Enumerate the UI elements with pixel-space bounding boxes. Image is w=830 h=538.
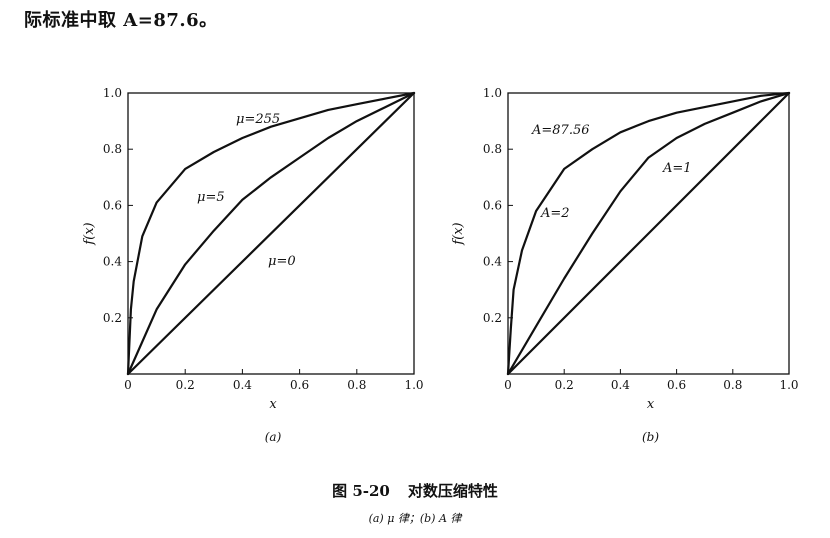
y-tick-label: 0.4 — [483, 255, 502, 269]
x-tick-label: 0.4 — [611, 378, 630, 392]
series-label: μ=5 — [197, 190, 225, 205]
x-axis-label: x — [647, 397, 655, 412]
figure-caption: 图 5-20 对数压缩特性 — [0, 480, 830, 501]
series-label: μ=0 — [268, 254, 296, 269]
x-tick-label: 0 — [504, 378, 512, 392]
y-axis-label: f(x) — [82, 222, 97, 245]
x-tick-label: 0 — [124, 378, 132, 392]
figure-subcaption: (a) μ 律；(b) A 律 — [368, 512, 462, 525]
y-tick-label: 1.0 — [483, 86, 502, 100]
series-line — [126, 91, 416, 376]
series-line — [126, 91, 416, 376]
x-tick-label: 0.4 — [233, 378, 252, 392]
series-line — [506, 91, 791, 376]
x-tick-label: 0.6 — [290, 378, 309, 392]
x-axis-label: x — [269, 397, 277, 412]
panel-label: (a) — [265, 430, 282, 444]
series-label: A=87.56 — [531, 123, 590, 138]
y-tick-label: 0.8 — [483, 142, 502, 156]
y-tick-label: 0.4 — [103, 255, 122, 269]
x-tick-label: 0.8 — [723, 378, 742, 392]
intro-text: 际标准中取 A=87.6。 — [24, 10, 218, 31]
x-tick-label: 1.0 — [404, 378, 423, 392]
x-tick-label: 1.0 — [779, 378, 798, 392]
x-tick-label: 0.2 — [176, 378, 195, 392]
series-label: μ=255 — [236, 112, 280, 127]
y-tick-label: 0.2 — [103, 311, 122, 325]
y-axis-label: f(x) — [451, 222, 466, 245]
y-tick-label: 0.8 — [103, 142, 122, 156]
figure-charts: 0 0.2 0.4 0.6 0.8 1.0 0.2 0.4 0.6 0.8 1.0 x f(x) (a) μ… — [82, 86, 799, 444]
panel-label: (b) — [642, 430, 659, 444]
series-line — [506, 91, 791, 376]
x-tick-label: 0.6 — [667, 378, 686, 392]
x-tick-label: 0.8 — [347, 378, 366, 392]
series-line — [506, 91, 791, 376]
series-line — [126, 91, 416, 376]
plot-frame-1 — [127, 92, 415, 375]
series-label: A=2 — [540, 206, 570, 221]
caption-title: 对数压缩特性 — [407, 482, 498, 500]
y-tick-label: 0.6 — [483, 198, 502, 212]
y-tick-label: 0.6 — [103, 198, 122, 212]
caption-label: 图 5-20 — [332, 482, 390, 500]
series-label: A=1 — [662, 161, 692, 176]
y-tick-label: 0.2 — [483, 311, 502, 325]
y-tick-label: 1.0 — [103, 86, 122, 100]
plot-frame-2 — [507, 92, 790, 375]
x-tick-label: 0.2 — [555, 378, 574, 392]
